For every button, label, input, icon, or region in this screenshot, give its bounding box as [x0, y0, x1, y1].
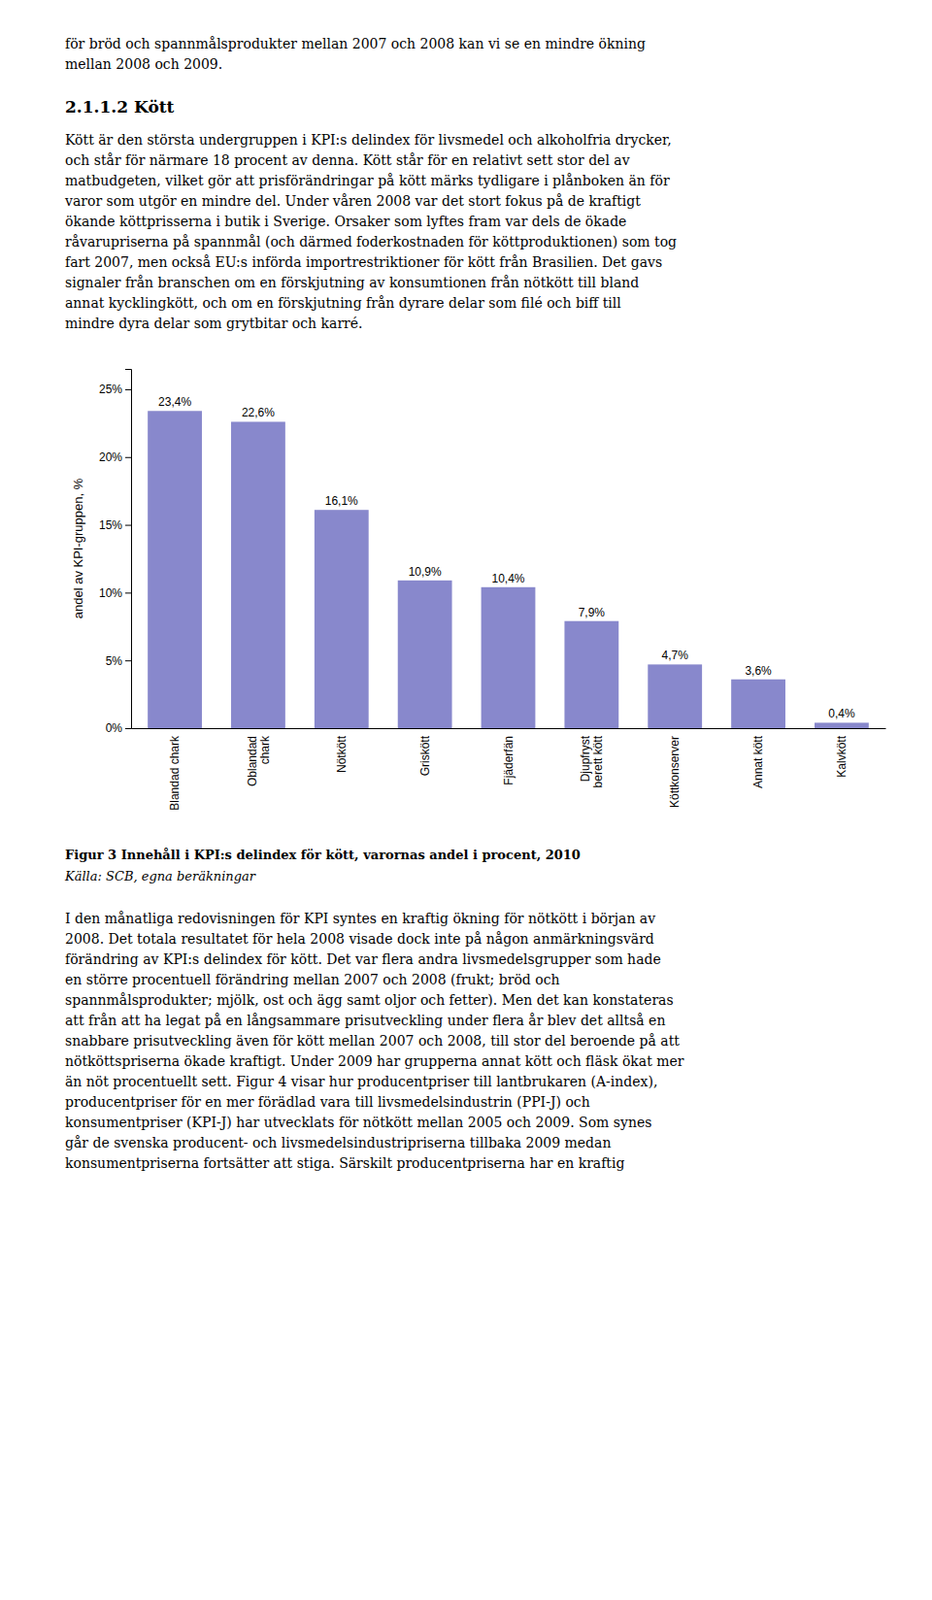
- y-tick: 0%: [105, 721, 132, 735]
- x-tick-label: Kalvkött: [834, 734, 849, 777]
- x-tick-label: Köttkonserver: [667, 735, 682, 808]
- bar: [814, 722, 869, 729]
- x-tick: Nötkött: [334, 734, 349, 773]
- body-line: spannmålsprodukter; mjölk, ost och ägg s…: [65, 992, 674, 1008]
- data-label: 10,9%: [408, 565, 442, 579]
- bar: [731, 679, 786, 729]
- x-tick: Köttkonserver: [667, 735, 682, 808]
- x-tick: Kalvkött: [834, 734, 849, 777]
- y-tick-label: 10%: [99, 586, 123, 600]
- page: för bröd och spannmålsprodukter mellan 2…: [0, 0, 932, 1600]
- y-tick-mark: [125, 592, 132, 594]
- y-tick-mark: [125, 389, 132, 391]
- body-line: mellan 2008 och 2009.: [65, 56, 223, 72]
- body-line: producentpriser för en mer förädlad vara…: [65, 1094, 591, 1110]
- y-axis-title: andel av KPI-gruppen, %: [70, 477, 86, 619]
- x-tick-label: Fjäderfän: [501, 735, 516, 786]
- body-line: 2008. Det totala resultatet för hela 200…: [65, 931, 655, 947]
- data-label: 7,9%: [578, 605, 606, 620]
- data-labels: 23,4% 22,6% 16,1% 10,9% 10,4% 7,9% 4,7% 3,6% 0,4…: [158, 395, 856, 721]
- body-line: matbudgeten, vilket gör att prisförändri…: [65, 172, 670, 189]
- body-line: konsumentpriser (KPI-J) har utvecklats f…: [65, 1114, 652, 1131]
- body-line: än nöt procentuellt sett. Figur 4 visar …: [65, 1073, 658, 1090]
- heading: 2.1.1.2 Kött: [65, 97, 175, 117]
- figure-caption: Figur 3 Innehåll i KPI:s delindex för kö…: [65, 847, 581, 863]
- body-line: varor som utgör en mindre del. Under vår…: [64, 193, 641, 209]
- y-tick-label: 0%: [105, 721, 124, 735]
- y-tick: 25%: [99, 382, 132, 397]
- y-tick-label: 25%: [99, 382, 123, 397]
- figure-source: Källa: SCB, egna beräkningar: [64, 868, 257, 884]
- body-line: och står för närmare 18 procent av denna…: [65, 152, 631, 168]
- bar: [481, 587, 536, 729]
- x-tick-label: Nötkött: [334, 734, 349, 773]
- body-line: annat kycklingkött, och om en förskjutni…: [65, 295, 622, 311]
- x-tick-label: Djupfrystberett kött: [578, 734, 605, 788]
- body-line: råvarupriserna på spannmål (och därmed f…: [65, 233, 677, 250]
- data-label: 23,4%: [158, 395, 192, 409]
- x-tick-label: Blandad chark: [167, 734, 182, 811]
- bar: [564, 621, 619, 729]
- body-line: att från att ha legat på en långsammare …: [65, 1012, 666, 1029]
- data-label: 0,4%: [828, 706, 856, 721]
- data-label: 16,1%: [325, 494, 359, 508]
- y-tick: 10%: [99, 586, 132, 600]
- y-tick: 15%: [99, 518, 132, 533]
- y-tick: 5%: [105, 654, 132, 668]
- x-tick-label: Griskött: [418, 734, 433, 776]
- body-line: I den månatliga redovisningen för KPI sy…: [65, 910, 656, 927]
- x-tick: Oblandadchark: [245, 734, 272, 787]
- y-tick-mark: [125, 457, 132, 459]
- x-tick-label: Annat kött: [751, 734, 766, 789]
- body-line: ökande köttprisserna i butik i Sverige. …: [65, 213, 627, 230]
- body-line: snabbare prisutveckling även för kött me…: [65, 1032, 680, 1049]
- data-label: 10,4%: [491, 571, 525, 586]
- body-line: nötköttspriserna ökade kraftigt. Under 2…: [65, 1053, 685, 1069]
- bar: [231, 421, 286, 729]
- bar: [147, 410, 202, 729]
- body-line: förändring av KPI:s delindex för kött. D…: [65, 951, 662, 967]
- x-tick: Annat kött: [751, 734, 766, 789]
- x-tick: Blandad chark: [167, 734, 182, 811]
- data-label: 22,6%: [241, 405, 275, 420]
- y-tick-mark: [125, 728, 132, 730]
- x-tick-label: Oblandadchark: [245, 734, 272, 787]
- y-tick-mark: [125, 660, 132, 662]
- y-axis-line: [125, 369, 133, 730]
- data-label: 3,6%: [744, 664, 772, 678]
- x-tick: Djupfrystberett kött: [578, 734, 605, 788]
- y-tick-label: 15%: [99, 518, 123, 533]
- y-axis: 0% 5% 10% 15% 20% 25%: [99, 369, 133, 736]
- body-line: en större procentuell förändring mellan …: [65, 971, 561, 988]
- y-tick: 20%: [99, 450, 132, 465]
- body-line: mindre dyra delar som grytbitar och karr…: [65, 315, 364, 332]
- body-line: signaler från branschen om en förskjutni…: [65, 274, 639, 291]
- x-tick: Griskött: [418, 734, 433, 776]
- body-line: konsumentpriserna fortsätter att stiga. …: [65, 1155, 625, 1171]
- body-line: fart 2007, men också EU:s införda import…: [65, 254, 663, 270]
- y-tick-mark: [125, 525, 132, 527]
- x-axis: Blandad chark Oblandadchark Nötkött Grisköt…: [132, 729, 887, 811]
- y-tick-label: 5%: [105, 654, 124, 668]
- bar: [647, 664, 702, 729]
- y-tick-label: 20%: [99, 450, 123, 465]
- body-line: Kött är den största undergruppen i KPI:s…: [65, 132, 672, 148]
- bars: [147, 410, 869, 729]
- bar: [314, 509, 369, 729]
- data-label: 4,7%: [662, 648, 690, 663]
- body-line: för bröd och spannmålsprodukter mellan 2…: [65, 35, 646, 52]
- bar: [398, 580, 453, 729]
- x-axis-line: [132, 728, 887, 730]
- x-tick: Fjäderfän: [501, 735, 516, 786]
- chart: 0% 5% 10% 15% 20% 25% Blandad chark Oblandadcha…: [70, 369, 887, 811]
- body-line: går de svenska producent- och livsmedels…: [65, 1134, 611, 1151]
